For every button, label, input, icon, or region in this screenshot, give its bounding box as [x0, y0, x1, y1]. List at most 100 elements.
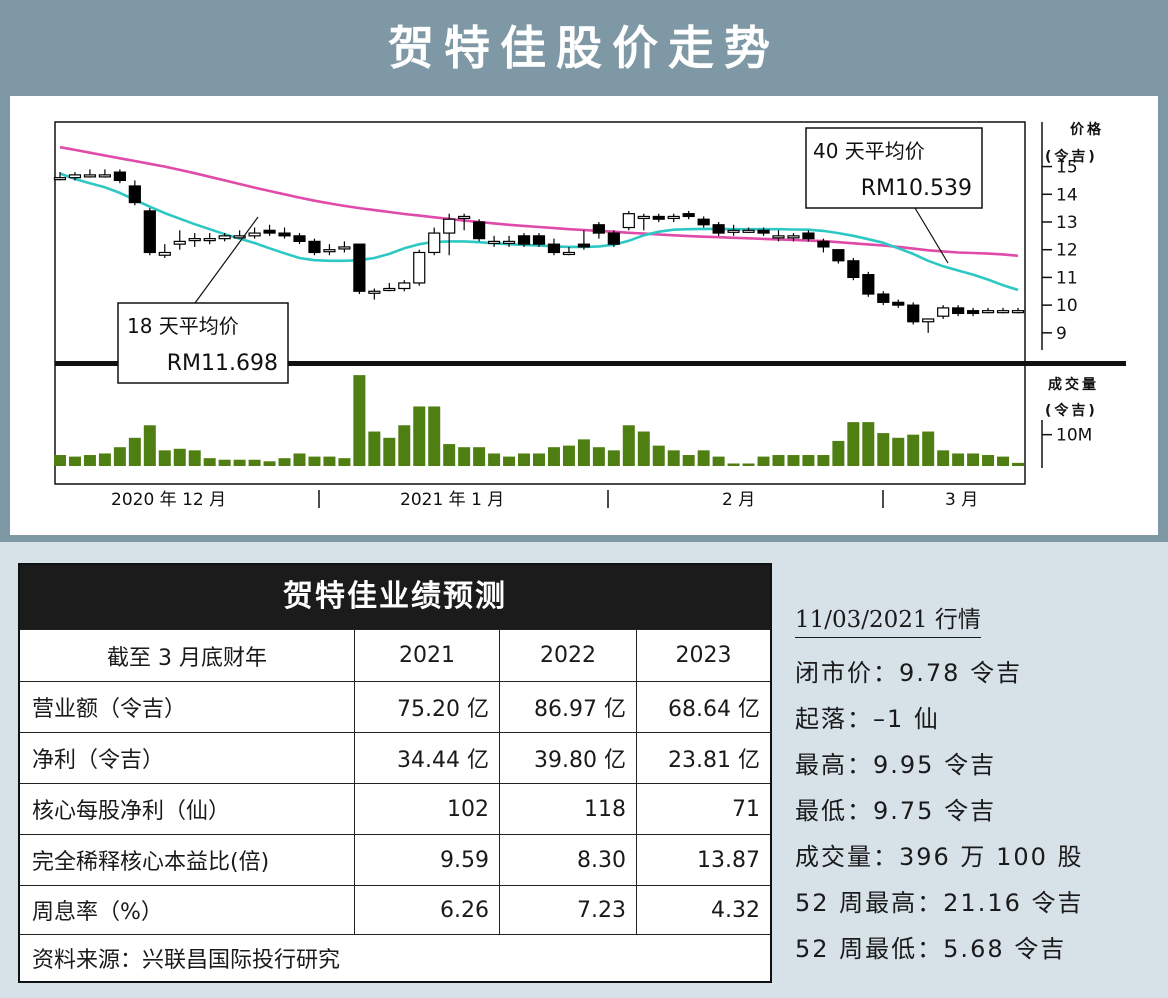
candle — [53, 172, 67, 181]
candle — [772, 230, 785, 242]
price-tick-label-11: 11 — [1056, 268, 1078, 288]
table-cell: 86.97 亿 — [499, 682, 636, 732]
volume-axis-label-1: 成交量 — [1048, 376, 1099, 393]
volume-bar — [847, 422, 860, 466]
candle — [622, 210, 635, 231]
ma40-callout-title: 40 天平均价 — [813, 139, 925, 163]
candle — [68, 172, 82, 181]
table-header-cell: 2021 — [354, 630, 499, 681]
ma40-callout-box — [805, 127, 983, 209]
market-high: 最高：9.95 令吉 — [795, 751, 997, 779]
volume-bar — [353, 375, 366, 466]
volume-bar — [772, 455, 785, 466]
table-row: 营业额（令吉） 75.20 亿 86.97 亿 68.64 亿 — [20, 681, 770, 732]
volume-bar — [368, 431, 381, 466]
candle — [697, 216, 710, 228]
market-volume: 成交量：396 万 100 股 — [795, 843, 1084, 871]
table-cell: 7.23 — [499, 886, 636, 934]
table-header-row: 截至 3 月底财年 2021 2022 2023 — [20, 629, 770, 681]
candle — [443, 213, 456, 256]
volume-bar — [637, 431, 650, 466]
candle — [742, 227, 755, 234]
table-row: 核心每股净利（仙） 102 118 71 — [20, 783, 770, 834]
table-cell: 39.80 亿 — [499, 733, 636, 783]
candle — [158, 244, 171, 259]
candle — [428, 227, 441, 256]
header-band: 贺特佳股价走势 — [0, 0, 1168, 96]
price-tick-label-9: 9 — [1056, 324, 1067, 344]
volume-bar — [54, 455, 66, 466]
candle — [83, 169, 97, 178]
volume-bar — [263, 461, 276, 466]
candle — [862, 271, 875, 297]
table-cell: 23.81 亿 — [636, 733, 770, 783]
table-row-label: 周息率（%） — [32, 900, 163, 925]
candle — [802, 230, 815, 242]
x-label-dec: 2020 年 12 月 — [111, 490, 226, 510]
volume-bar — [233, 459, 246, 466]
candle — [996, 307, 1010, 314]
table-row: 净利（令吉） 34.44 亿 39.80 亿 23.81 亿 — [20, 732, 770, 783]
volume-bar — [652, 445, 665, 466]
table-header-cell: 2023 — [636, 630, 770, 681]
volume-bar — [817, 455, 830, 466]
candle — [98, 169, 112, 178]
table-row-label: 完全稀释核心本益比(倍) — [32, 850, 270, 875]
candle — [981, 307, 995, 314]
volume-bar — [547, 447, 560, 466]
price-axis-label-2: (令吉) — [1045, 148, 1098, 165]
volume-bar — [278, 458, 291, 466]
ma18-callout-box — [117, 302, 289, 384]
table-cell: 13.87 — [636, 835, 770, 885]
volume-bar — [862, 422, 875, 466]
volume-bar — [982, 455, 995, 466]
ma18-callout-value: RM11.698 — [167, 351, 278, 376]
candle — [832, 249, 845, 264]
volume-bar — [383, 437, 396, 466]
volume-bar — [248, 459, 261, 466]
volume-bar — [922, 431, 935, 466]
volume-bar — [533, 453, 545, 466]
volume-bar — [787, 455, 800, 466]
market-close: 闭市价：9.78 令吉 — [795, 659, 1023, 687]
volume-bar — [173, 448, 186, 466]
candle — [847, 258, 860, 281]
volume-bar — [218, 459, 231, 466]
volume-bar — [518, 453, 531, 466]
table-cell: 118 — [499, 784, 636, 834]
candle — [128, 180, 141, 206]
candle — [757, 227, 770, 236]
candle — [293, 233, 306, 245]
candle — [682, 210, 695, 220]
price-panel-border — [54, 121, 1026, 485]
frame-bottom — [0, 535, 1168, 542]
panel-separator — [55, 361, 1126, 366]
volume-bar — [473, 447, 486, 466]
table-source-row: 资料来源：兴联昌国际投行研究 — [20, 934, 770, 981]
volume-bar — [398, 425, 411, 466]
candle — [143, 208, 156, 256]
candle — [922, 318, 935, 333]
volume-bar — [323, 456, 336, 466]
volume-bar — [877, 433, 890, 466]
candle — [173, 230, 186, 250]
table-cell: 102 — [354, 784, 499, 834]
candle — [952, 305, 965, 317]
volume-bar — [712, 456, 725, 466]
price-tick-label-13: 13 — [1056, 213, 1078, 233]
volume-bar — [937, 450, 950, 466]
candle — [727, 224, 740, 236]
table-row: 完全稀释核心本益比(倍) 9.59 8.30 13.87 — [20, 834, 770, 885]
table-cell: 34.44 亿 — [354, 733, 499, 783]
table-cell: 68.64 亿 — [636, 682, 770, 732]
candle — [233, 230, 246, 239]
table-row-label: 净利（令吉） — [32, 748, 165, 773]
market-heading: 11/03/2021 行情 — [795, 600, 981, 638]
volume-bar — [68, 456, 81, 466]
volume-bar — [967, 453, 980, 466]
volume-bar — [113, 447, 126, 466]
volume-bar — [308, 456, 321, 466]
candle — [263, 224, 276, 236]
market-change: 起落：–1 仙 — [795, 705, 940, 733]
